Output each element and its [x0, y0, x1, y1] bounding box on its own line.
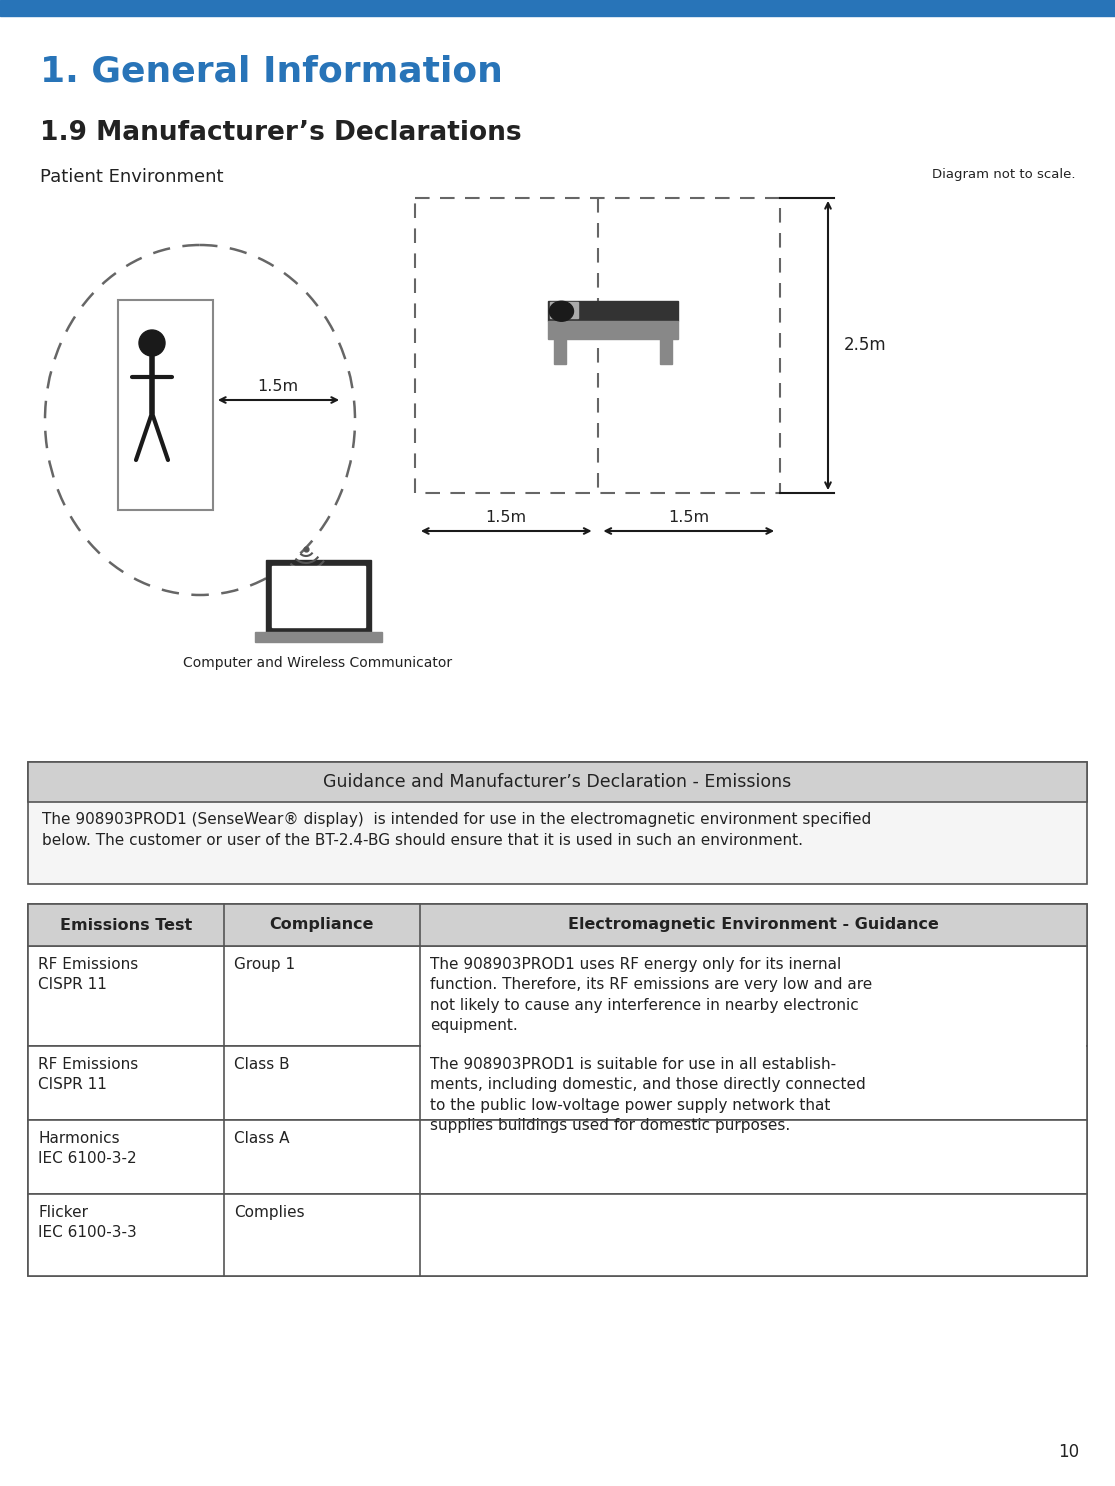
Bar [0, 0, 1115, 16]
Text: 1.5m: 1.5m [668, 510, 709, 525]
Text: Electromagnetic Environment - Guidance: Electromagnetic Environment - Guidance [568, 917, 939, 933]
Text: Computer and Wireless Communicator: Computer and Wireless Communicator [184, 655, 453, 670]
Bar [659, 339, 671, 364]
Bar [28, 903, 1087, 1276]
Text: Class A: Class A [234, 1131, 290, 1146]
Text: 10: 10 [1058, 1443, 1079, 1461]
Bar [28, 1046, 1087, 1120]
Ellipse shape [550, 302, 573, 321]
Text: The 908903PROD1 is suitable for use in all establish-
ments, including domestic,: The 908903PROD1 is suitable for use in a… [429, 1057, 865, 1134]
Bar [421, 1045, 1086, 1048]
Text: Class B: Class B [234, 1057, 290, 1071]
Bar [28, 947, 1087, 1046]
Bar [254, 632, 381, 642]
Text: Harmonics
IEC 6100-3-2: Harmonics IEC 6100-3-2 [38, 1131, 137, 1167]
Text: 1. General Information: 1. General Information [40, 55, 503, 89]
Text: Compliance: Compliance [270, 917, 375, 933]
Circle shape [139, 330, 165, 357]
Bar [550, 302, 578, 318]
Bar [28, 903, 1087, 947]
Text: 1.5m: 1.5m [256, 379, 298, 394]
Text: Emissions Test: Emissions Test [60, 917, 192, 933]
Bar [547, 321, 678, 339]
Text: RF Emissions
CISPR 11: RF Emissions CISPR 11 [38, 957, 138, 991]
Text: Complies: Complies [234, 1205, 304, 1220]
Bar [118, 300, 213, 510]
Bar [553, 339, 565, 364]
Text: Patient Environment: Patient Environment [40, 168, 223, 186]
Bar [547, 302, 678, 321]
Text: 2.5m: 2.5m [844, 336, 886, 355]
Bar [28, 762, 1087, 802]
Bar [415, 198, 780, 493]
Text: RF Emissions
CISPR 11: RF Emissions CISPR 11 [38, 1057, 138, 1092]
Bar [265, 560, 370, 632]
Bar [28, 762, 1087, 884]
Text: Guidance and Manufacturer’s Declaration - Emissions: Guidance and Manufacturer’s Declaration … [323, 773, 792, 791]
Text: The 908903PROD1 uses RF energy only for its inernal
function. Therefore, its RF : The 908903PROD1 uses RF energy only for … [429, 957, 872, 1033]
Text: 1.9 Manufacturer’s Declarations: 1.9 Manufacturer’s Declarations [40, 120, 522, 146]
Text: Flicker
IEC 6100-3-3: Flicker IEC 6100-3-3 [38, 1205, 137, 1239]
Text: The 908903PROD1 (SenseWear® display)  is intended for use in the electromagnetic: The 908903PROD1 (SenseWear® display) is … [42, 811, 871, 849]
Text: Diagram not to scale.: Diagram not to scale. [931, 168, 1075, 181]
Text: 1.5m: 1.5m [486, 510, 526, 525]
Bar [28, 1193, 1087, 1276]
Text: Group 1: Group 1 [234, 957, 295, 972]
Bar [271, 566, 365, 627]
Bar [28, 1120, 1087, 1193]
